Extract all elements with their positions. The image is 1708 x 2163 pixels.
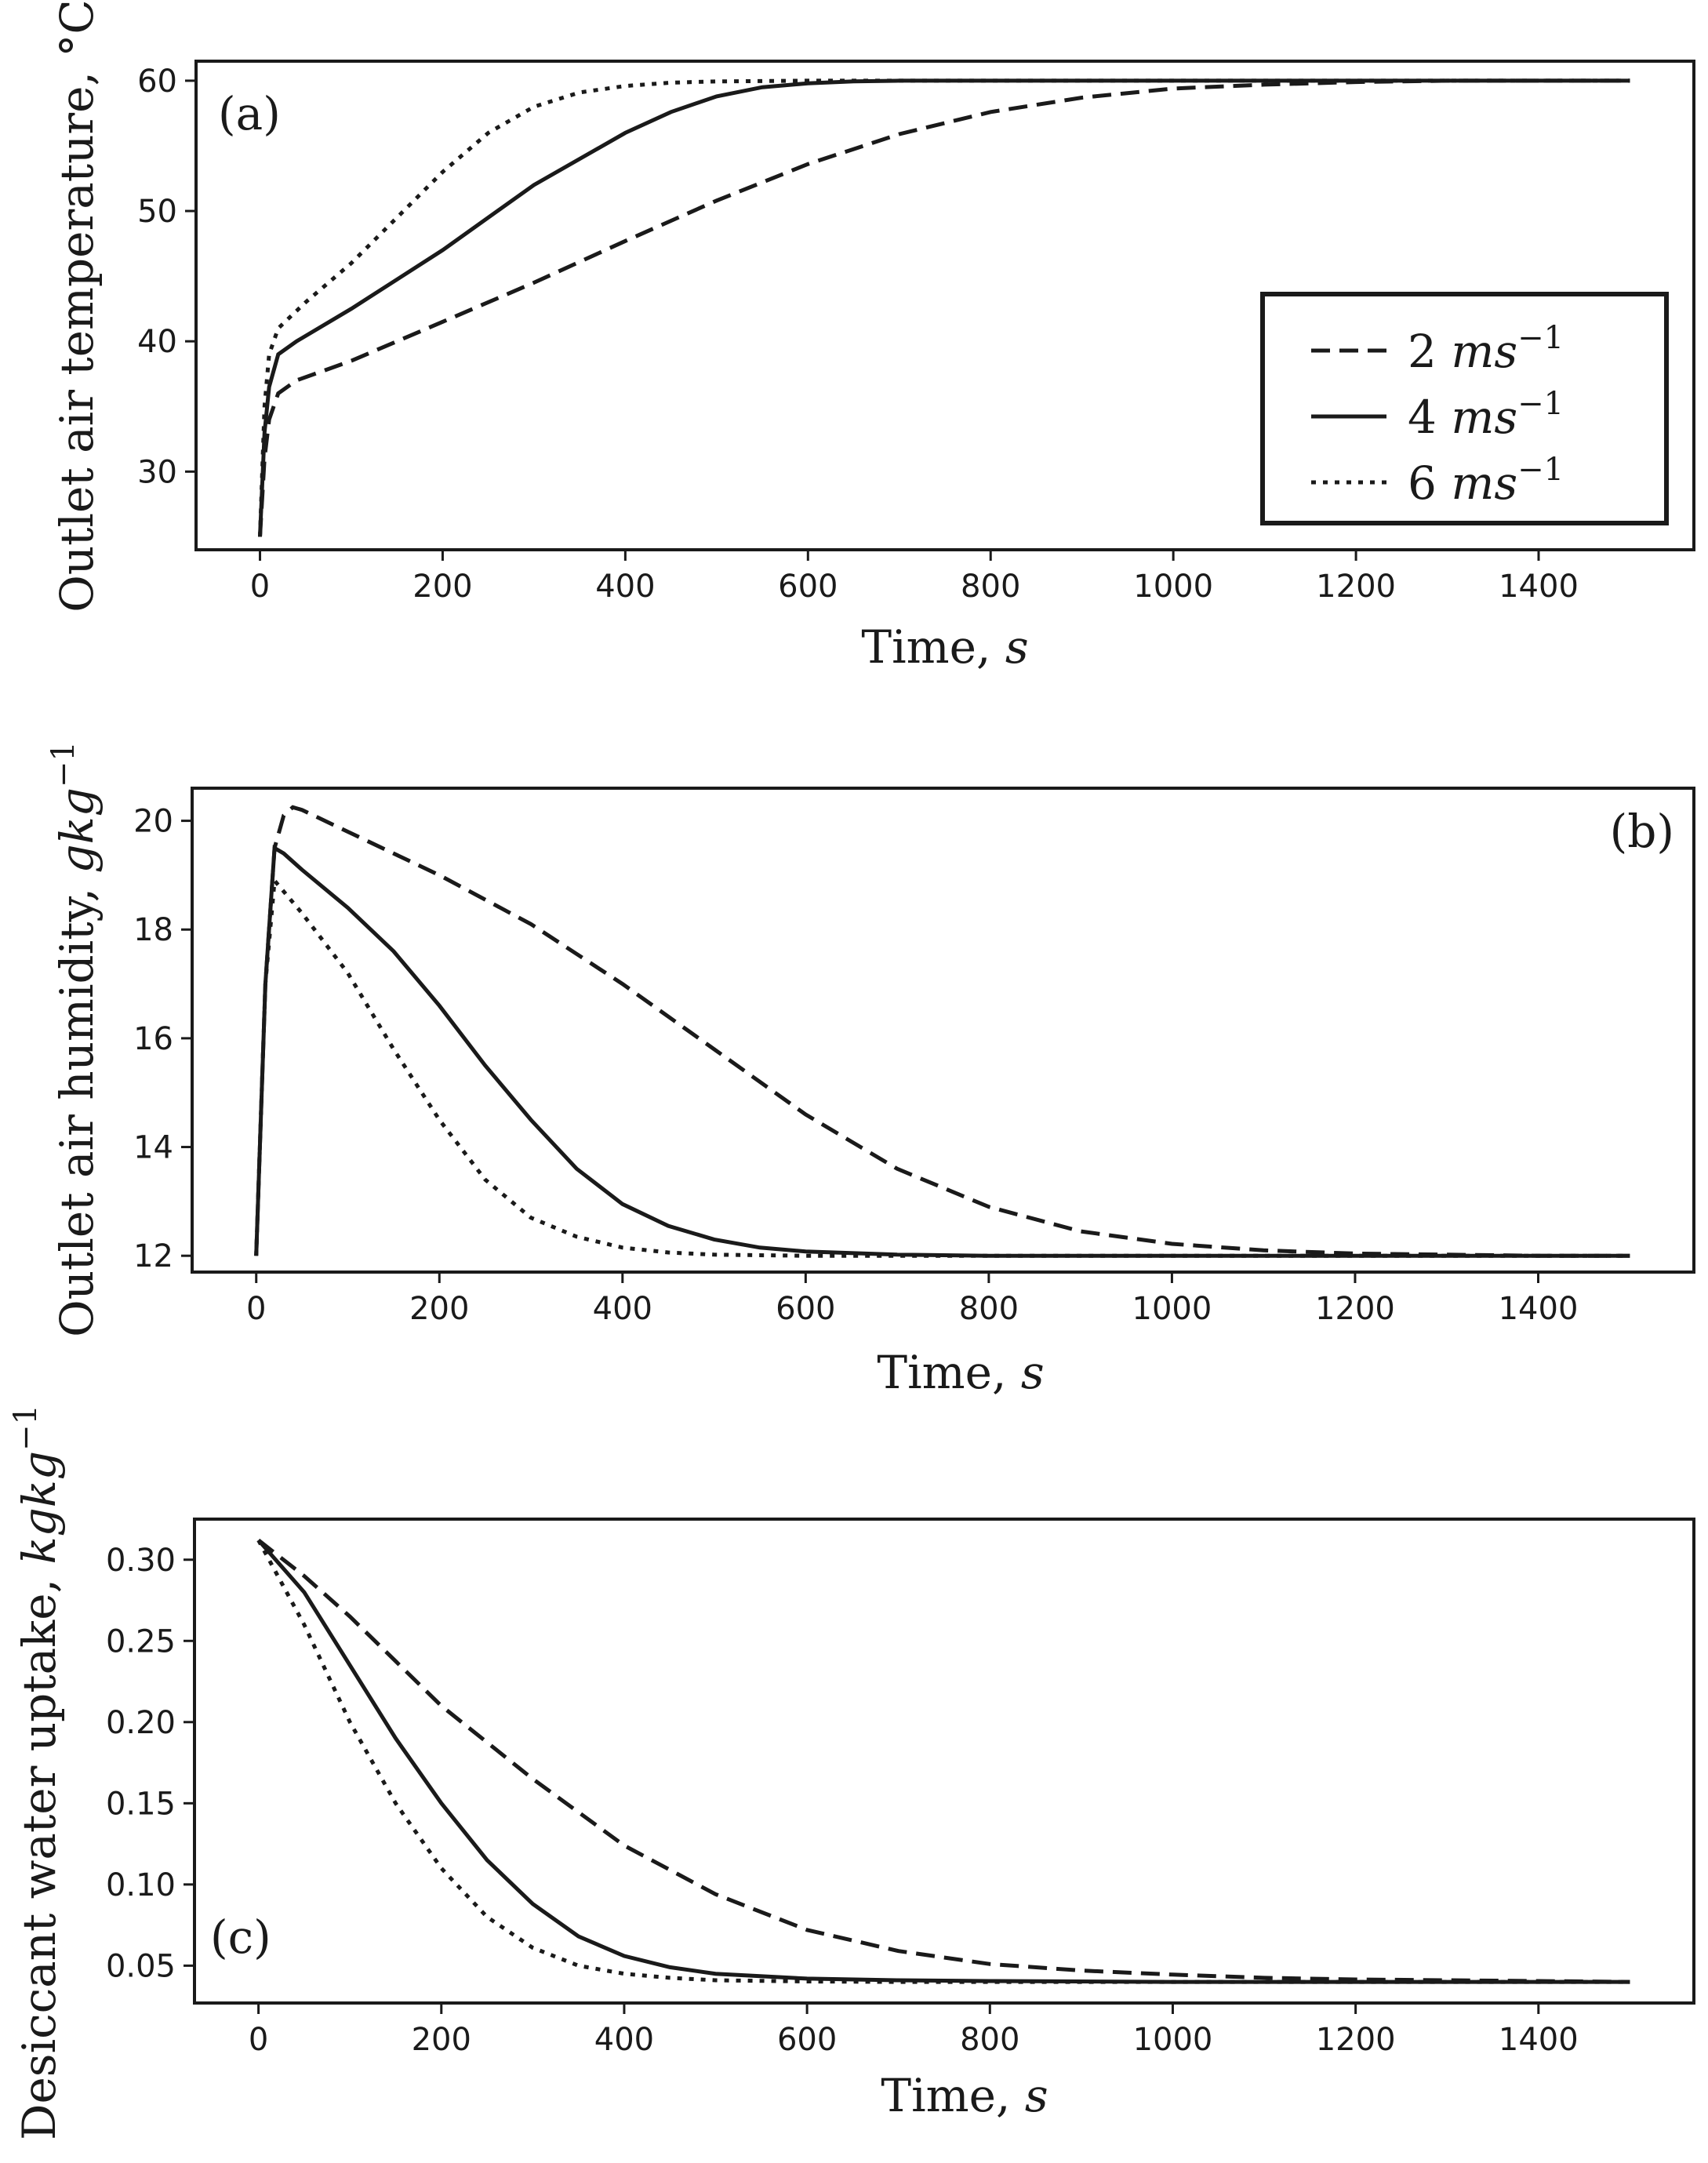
y-tick-label: 16	[133, 1021, 173, 1057]
panel-c-frame	[193, 1518, 1695, 2005]
x-axis-label: Time, s	[877, 1346, 1044, 1399]
y-tick-label: 60	[137, 64, 177, 100]
x-tick-label: 400	[593, 1291, 652, 1327]
panel-b-frame	[191, 787, 1695, 1274]
panel-b-ticks: 0 200 400 600 800 1000 1200 1400 12 14 16 18 20	[133, 804, 1578, 1327]
y-axis-label: Outlet air temperature, °C	[50, 0, 104, 613]
legend-frame	[1260, 292, 1669, 525]
legend-entry-4ms: 4 ms−1	[1408, 386, 1564, 444]
y-tick-label: 0.20	[106, 1705, 176, 1741]
y-tick-label: 14	[133, 1130, 173, 1166]
series-line-4ms	[254, 845, 1630, 1258]
x-tick-label: 200	[412, 2022, 471, 2058]
panel-label: (c)	[210, 1910, 271, 1964]
x-tick-label: 0	[249, 2022, 268, 2058]
x-tick-label: 800	[959, 1291, 1019, 1327]
x-axis-label: Time, s	[861, 620, 1028, 674]
series-line-6ms	[254, 875, 1630, 1258]
x-tick-label: 400	[595, 569, 655, 605]
panel-c-ticks: 0 200 400 600 800 1000 1200 1400 0.05 0.10 0.15 0.2…	[106, 1543, 1579, 2058]
panel-a: 0 200 400 600 800 1000 1200 1400 30 40 50 60 (a) Ti…	[50, 0, 1695, 674]
series-line-2ms	[258, 78, 1630, 537]
series-line-4ms	[256, 1539, 1630, 1984]
panel-a-frame	[194, 60, 1695, 551]
x-tick-label: 800	[961, 569, 1020, 605]
y-tick-label: 0.15	[106, 1786, 176, 1822]
y-tick-label: 0.25	[106, 1623, 176, 1660]
panel-label: (b)	[1610, 805, 1674, 858]
x-tick-label: 0	[250, 569, 270, 605]
panel-label: (a)	[218, 87, 281, 140]
x-tick-label: 1400	[1499, 2022, 1579, 2058]
y-tick-label: 40	[137, 324, 177, 360]
x-tick-label: 600	[777, 2022, 837, 2058]
y-tick-label: 0.30	[106, 1543, 176, 1579]
x-tick-label: 600	[776, 1291, 835, 1327]
x-tick-label: 0	[246, 1291, 266, 1327]
panel-a-ticks: 0 200 400 600 800 1000 1200 1400 30 40 50 60	[137, 64, 1579, 605]
panel-b-series	[254, 805, 1630, 1258]
x-tick-label: 200	[412, 569, 472, 605]
x-tick-label: 1400	[1499, 1291, 1579, 1327]
x-tick-label: 1200	[1316, 2022, 1396, 2058]
panel-c: 0 200 400 600 800 1000 1200 1400 0.05 0.10 0.15 0.2…	[8, 1405, 1695, 2140]
x-tick-label: 1200	[1315, 1291, 1395, 1327]
y-tick-label: 30	[137, 454, 177, 490]
x-tick-label: 600	[778, 569, 838, 605]
x-tick-label: 200	[409, 1291, 469, 1327]
panel-a-series	[258, 78, 1630, 537]
series-line-2ms	[257, 1538, 1630, 1984]
x-tick-label: 1000	[1133, 569, 1213, 605]
legend-entry-2ms: 2 ms−1	[1408, 320, 1564, 378]
y-tick-label: 0.10	[106, 1867, 176, 1903]
x-tick-label: 400	[594, 2022, 654, 2058]
x-axis-label: Time, s	[881, 2069, 1048, 2122]
legend: 2 ms−1 4 ms−1 6 ms−1	[1260, 292, 1669, 525]
x-tick-label: 800	[960, 2022, 1019, 2058]
y-tick-label: 0.05	[106, 1948, 176, 1984]
y-tick-label: 12	[133, 1238, 173, 1274]
legend-entry-6ms: 6 ms−1	[1408, 452, 1564, 510]
y-tick-label: 20	[133, 804, 173, 840]
x-tick-label: 1000	[1132, 1291, 1212, 1327]
y-tick-label: 18	[133, 912, 173, 948]
y-tick-label: 50	[137, 194, 177, 230]
x-tick-label: 1200	[1316, 569, 1396, 605]
y-axis-label: Desiccant water uptake, kgkg−1	[8, 1405, 66, 2140]
x-tick-label: 1000	[1133, 2022, 1213, 2058]
series-line-6ms	[256, 1539, 1630, 1984]
x-tick-label: 1400	[1499, 569, 1579, 605]
panel-c-series	[256, 1538, 1630, 1984]
series-line-2ms	[254, 805, 1630, 1258]
y-axis-label: Outlet air humidity, gkg−1	[45, 741, 104, 1337]
